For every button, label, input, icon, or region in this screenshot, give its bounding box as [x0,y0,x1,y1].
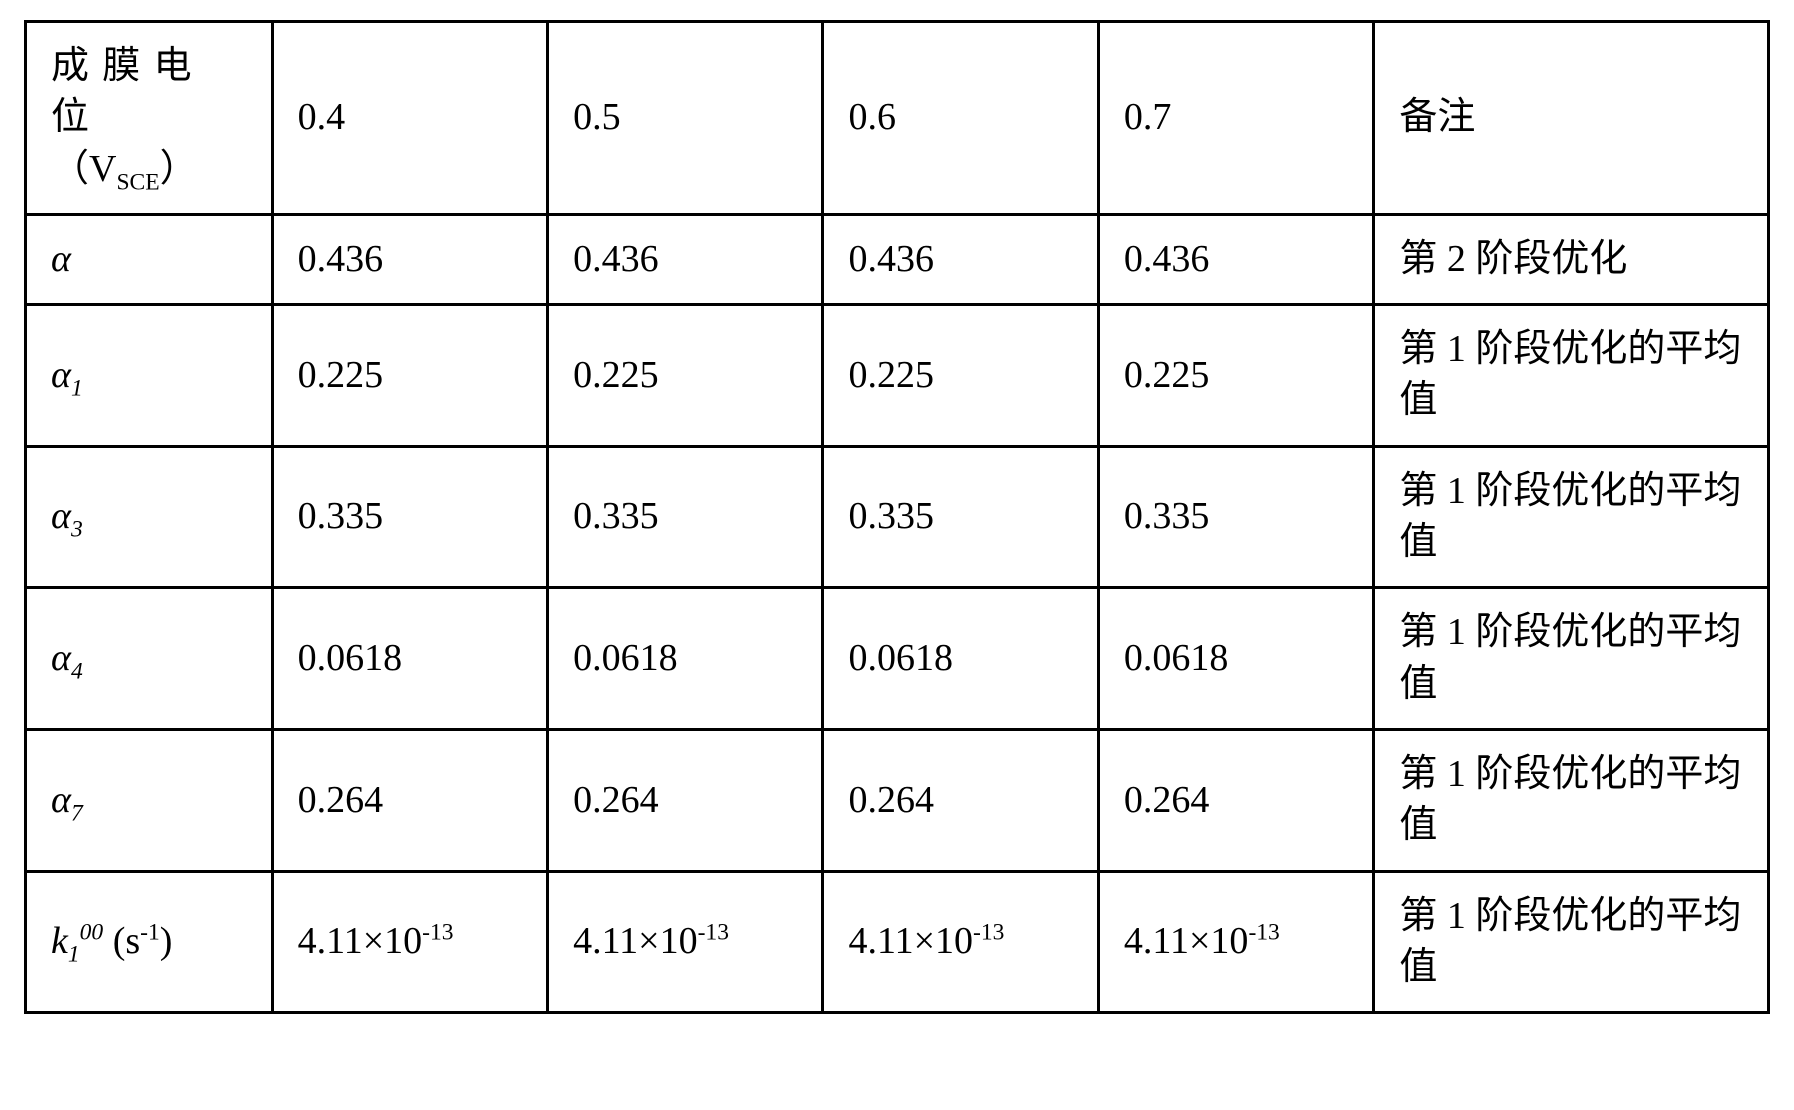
header-col-1: 0.4 [272,22,547,215]
cell-value: 0.225 [272,305,547,447]
cell-value: 0.225 [823,305,1098,447]
param-name: α3 [26,446,273,588]
param-name: α1 [26,305,273,447]
cell-value: 4.11×10-13 [823,871,1098,1013]
cell-value: 0.0618 [1098,588,1373,730]
header-note: 备注 [1374,22,1769,215]
cell-note: 第 1 阶段优化的平均值 [1374,729,1769,871]
header-param: 成膜电位 （VSCE） [26,22,273,215]
header-col-4: 0.7 [1098,22,1373,215]
cell-value: 0.264 [1098,729,1373,871]
cell-value: 0.225 [1098,305,1373,447]
param-name: α7 [26,729,273,871]
table-row: α 0.436 0.436 0.436 0.436 第 2 阶段优化 [26,214,1769,304]
cell-value: 0.264 [823,729,1098,871]
cell-value: 0.0618 [823,588,1098,730]
cell-value: 4.11×10-13 [1098,871,1373,1013]
cell-note: 第 1 阶段优化的平均值 [1374,305,1769,447]
header-param-line2: （VSCE） [51,148,198,190]
cell-value: 0.264 [548,729,823,871]
param-name: α4 [26,588,273,730]
table-row: α1 0.225 0.225 0.225 0.225 第 1 阶段优化的平均值 [26,305,1769,447]
cell-value: 0.335 [823,446,1098,588]
cell-value: 4.11×10-13 [272,871,547,1013]
table-row: α3 0.335 0.335 0.335 0.335 第 1 阶段优化的平均值 [26,446,1769,588]
header-col-3: 0.6 [823,22,1098,215]
parameters-table: 成膜电位 （VSCE） 0.4 0.5 0.6 0.7 备注 α 0.436 0… [24,20,1770,1014]
table-header-row: 成膜电位 （VSCE） 0.4 0.5 0.6 0.7 备注 [26,22,1769,215]
cell-note: 第 1 阶段优化的平均值 [1374,588,1769,730]
cell-value: 0.335 [548,446,823,588]
cell-value: 0.335 [1098,446,1373,588]
cell-value: 0.264 [272,729,547,871]
cell-value: 0.436 [823,214,1098,304]
param-name: α [26,214,273,304]
cell-value: 0.335 [272,446,547,588]
page: 成膜电位 （VSCE） 0.4 0.5 0.6 0.7 备注 α 0.436 0… [0,0,1794,1034]
cell-note: 第 1 阶段优化的平均值 [1374,871,1769,1013]
cell-value: 0.225 [548,305,823,447]
cell-value: 0.436 [548,214,823,304]
cell-value: 0.0618 [548,588,823,730]
cell-value: 0.0618 [272,588,547,730]
table-row: α4 0.0618 0.0618 0.0618 0.0618 第 1 阶段优化的… [26,588,1769,730]
header-param-line1: 成膜电位 [51,45,205,138]
param-name: k100 (s-1) [26,871,273,1013]
cell-value: 4.11×10-13 [548,871,823,1013]
table-row: α7 0.264 0.264 0.264 0.264 第 1 阶段优化的平均值 [26,729,1769,871]
cell-note: 第 2 阶段优化 [1374,214,1769,304]
cell-note: 第 1 阶段优化的平均值 [1374,446,1769,588]
table-row: k100 (s-1) 4.11×10-13 4.11×10-13 4.11×10… [26,871,1769,1013]
header-col-2: 0.5 [548,22,823,215]
cell-value: 0.436 [1098,214,1373,304]
cell-value: 0.436 [272,214,547,304]
